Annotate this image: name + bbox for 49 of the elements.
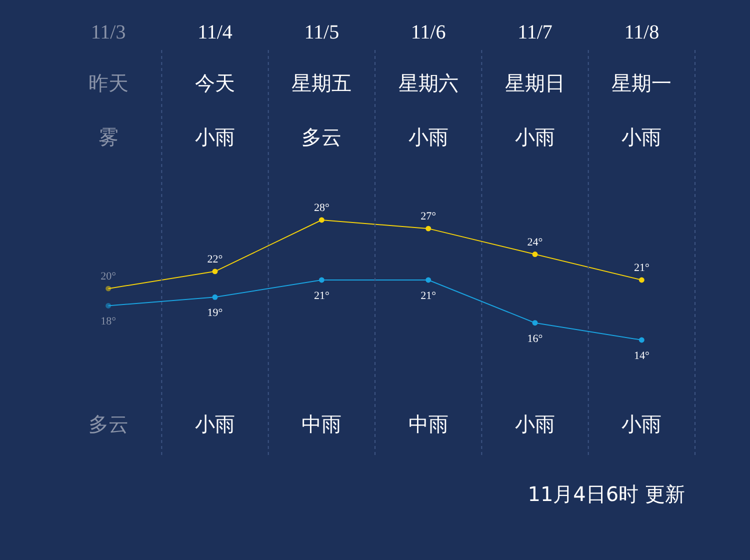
- text: 小雨: [195, 412, 235, 436]
- point: [426, 226, 432, 232]
- text: 今天: [195, 71, 235, 95]
- text: 中雨: [408, 412, 448, 436]
- text: 雾: [98, 125, 118, 149]
- text: 小雨: [408, 125, 448, 149]
- point: [532, 252, 538, 258]
- text: 星期一: [612, 71, 672, 95]
- data-label: 21°: [420, 290, 436, 302]
- data-label: 14°: [634, 350, 650, 362]
- point: [638, 277, 644, 283]
- data-label: 27°: [420, 210, 436, 223]
- text: 多云: [302, 125, 342, 149]
- data-label: 16°: [527, 332, 543, 345]
- data-label: 19°: [207, 307, 223, 320]
- point: [426, 277, 432, 283]
- x-tick-label: 11/7: [518, 22, 552, 44]
- text: 11月4日6时 更新: [528, 482, 685, 506]
- data-label: 20°: [100, 270, 116, 283]
- point: [532, 320, 538, 326]
- text: 中雨: [302, 412, 342, 436]
- text: 多云: [88, 412, 128, 436]
- point: [212, 294, 218, 300]
- text: 小雨: [622, 125, 662, 149]
- point: [638, 337, 644, 343]
- x-tick-label: 11/3: [90, 22, 126, 44]
- text: 星期五: [292, 71, 352, 95]
- data-label: 21°: [314, 290, 330, 302]
- x-tick-label: 11/4: [198, 22, 232, 44]
- text: 小雨: [195, 125, 235, 149]
- x-tick-label: 11/6: [410, 22, 446, 44]
- point: [106, 286, 112, 292]
- point: [318, 217, 324, 223]
- text: 星期六: [398, 71, 458, 95]
- point: [318, 277, 324, 283]
- data-label: 21°: [634, 262, 650, 274]
- text: 小雨: [515, 412, 555, 436]
- point: [212, 268, 218, 274]
- text: 小雨: [622, 412, 662, 436]
- data-label: 24°: [527, 236, 543, 248]
- x-tick-label: 11/5: [304, 22, 340, 44]
- text: 星期日: [505, 71, 565, 95]
- data-label: 22°: [207, 253, 223, 266]
- x-tick-label: 11/8: [624, 22, 660, 44]
- text: 小雨: [515, 125, 555, 149]
- point: [106, 302, 112, 308]
- data-label: 18°: [100, 316, 116, 328]
- text: 昨天: [88, 71, 128, 95]
- data-label: 28°: [314, 202, 330, 214]
